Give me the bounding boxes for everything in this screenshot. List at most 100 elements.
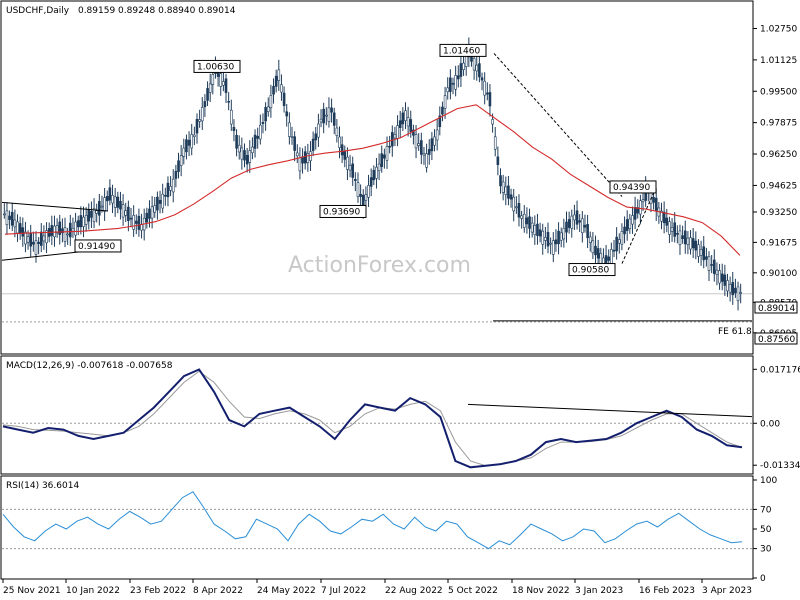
price-bar-body: [385, 146, 389, 161]
price-bar-body: [620, 230, 624, 245]
price-bar-body: [435, 129, 439, 141]
price-bar-body: [351, 163, 355, 178]
price-annotations: 1.00630 0.93690 1.01460 0.94390 0.90580 0.914…: [1, 43, 657, 277]
price-bar-body: [340, 144, 344, 156]
price-bar-body: [393, 133, 397, 139]
macd-pane-title: MACD(12,26,9) -0.007618 -0.007658: [6, 361, 173, 371]
price-bar-body: [430, 138, 434, 152]
fe-level-label: 0.87560: [758, 335, 795, 345]
price-pane-title: USDCHF,Daily 0.89159 0.89248 0.88940 0.8…: [6, 6, 236, 16]
price-bar-body: [694, 240, 698, 251]
macd-y-tick-label: -0.01334: [760, 461, 800, 471]
price-y-tick-label: 0.91675: [760, 238, 797, 248]
price-bar-body: [488, 92, 492, 107]
price-bar-body: [13, 219, 17, 228]
price-bar-body: [356, 182, 360, 197]
price-bar-body: [594, 245, 597, 256]
price-bar-body: [665, 217, 669, 226]
price-bar-body: [401, 112, 405, 125]
price-bar-body: [736, 286, 740, 301]
price-bar-body: [348, 164, 352, 171]
price-bar-body: [145, 212, 149, 223]
x-tick-label: 3 Apr 2023: [702, 586, 752, 596]
price-bar-body: [726, 280, 729, 292]
price-bar-body: [517, 202, 521, 218]
price-bar-body: [538, 229, 542, 237]
price-bar-body: [493, 136, 497, 150]
price-bar-body: [462, 62, 465, 70]
price-bar-body: [412, 129, 415, 136]
macd-series: [2, 368, 753, 469]
price-bar-body: [414, 134, 418, 149]
price-y-tick-label: 0.97875: [760, 119, 797, 129]
price-bar-body: [425, 153, 428, 168]
price-bar-body: [509, 194, 513, 200]
price-bar-body: [95, 210, 98, 214]
price-bar-body: [565, 221, 568, 233]
price-annotation-label: 0.93690: [323, 207, 360, 217]
price-bar-body: [380, 153, 384, 167]
price-bar-body: [554, 239, 558, 245]
price-bar-body: [615, 236, 618, 252]
price-bar-body: [69, 222, 72, 238]
price-bar-body: [673, 222, 676, 237]
macd-y-axis: 0.017176 0.00 -0.01334: [753, 365, 800, 471]
price-bar-body: [322, 108, 325, 124]
price-bar-body: [586, 224, 589, 239]
price-bar-body: [607, 256, 611, 261]
price-bar-body: [266, 106, 270, 112]
price-bar-body: [520, 215, 523, 219]
price-bar-body: [274, 75, 278, 87]
price-bar-body: [591, 240, 595, 254]
price-bar-body: [317, 123, 320, 138]
price-bar-body: [303, 151, 307, 164]
price-bar-body: [377, 163, 381, 172]
price-bar-body: [668, 221, 671, 235]
price-bar-body: [55, 225, 59, 234]
price-bar-body: [311, 138, 315, 151]
price-bar-body: [654, 197, 658, 211]
x-tick-label: 8 Apr 2022: [193, 586, 243, 596]
rsi-y-tick-label: 50: [760, 525, 772, 535]
price-bar-body: [501, 181, 505, 193]
x-tick-label: 16 Feb 2023: [639, 586, 695, 596]
price-bar-body: [691, 238, 695, 249]
price-bar-body: [245, 155, 249, 165]
price-bar-body: [631, 215, 634, 225]
price-bar-body: [689, 237, 692, 250]
price-bar-body: [670, 227, 674, 232]
price-bar-body: [705, 256, 708, 260]
price-bar-body: [346, 156, 349, 170]
price-bar-body: [731, 282, 735, 296]
price-bar-body: [325, 114, 328, 117]
price-bar-body: [295, 152, 299, 157]
rsi-y-tick-label: 0: [760, 574, 766, 584]
price-bar-body: [111, 195, 114, 204]
price-bar-body: [575, 210, 579, 225]
price-annotation-box: [609, 180, 657, 194]
price-bar-body: [562, 227, 566, 240]
price-bar-body: [567, 219, 571, 228]
price-bar-body: [8, 215, 11, 220]
price-bar-body: [702, 246, 706, 261]
price-y-tick-label: 1.02750: [760, 24, 797, 34]
current-price-box: [754, 301, 798, 314]
price-bar-body: [119, 200, 122, 210]
price-bar-body: [588, 236, 592, 243]
price-bar-body: [208, 83, 212, 93]
macd-line: [2, 368, 743, 469]
price-bar-body: [169, 186, 172, 191]
price-bar-body: [599, 253, 603, 265]
price-bar-body: [150, 206, 154, 219]
price-bar-body: [639, 200, 642, 215]
price-bar-body: [441, 106, 444, 115]
price-bar-body: [34, 240, 38, 255]
price-bar-body: [253, 134, 257, 149]
fe-level-box: [754, 332, 798, 345]
price-annotation-box: [568, 263, 616, 277]
price-bar-body: [596, 248, 600, 259]
price-bar-body: [161, 193, 164, 209]
price-bar-body: [18, 223, 22, 234]
price-bar-body: [261, 121, 265, 124]
price-bar-body: [398, 120, 402, 128]
